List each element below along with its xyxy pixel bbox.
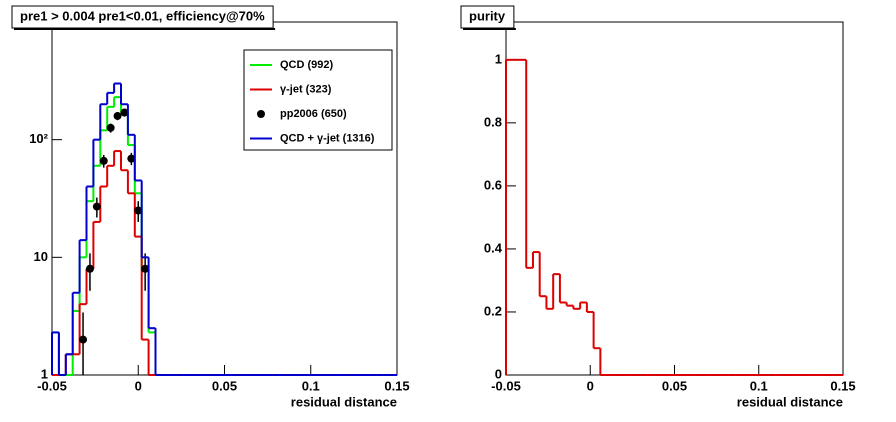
histogram-outline (505, 59, 602, 375)
x-axis-label: residual distance (291, 394, 397, 409)
y-tick-label: 0.6 (484, 177, 502, 192)
chart-title: pre1 > 0.004 pre1<0.01, efficiency@70% (20, 8, 265, 23)
data-point (127, 154, 136, 163)
data-point (120, 108, 129, 117)
legend-label: pp2006 (650) (280, 108, 347, 120)
x-tick-label: 0.05 (212, 378, 237, 393)
x-tick-label: 0.1 (750, 378, 768, 393)
x-tick-label: 0.15 (384, 378, 409, 393)
data-point (99, 156, 108, 165)
y-tick-label: 1 (41, 366, 48, 381)
x-tick-label: 0.1 (302, 378, 320, 393)
y-tick-label: 1 (495, 51, 502, 66)
legend-label: QCD + γ-jet (1316) (280, 132, 375, 144)
plot-frame (505, 21, 844, 376)
x-tick-label: -0.05 (491, 378, 521, 393)
data-point (92, 202, 101, 211)
y-tick-label: 0.2 (484, 303, 502, 318)
data-point (113, 111, 122, 120)
y-tick-label: 10 (34, 249, 48, 264)
legend-label: γ-jet (323) (280, 83, 332, 95)
data-point (85, 264, 94, 273)
legend-marker (257, 110, 265, 118)
x-tick-label: 0 (135, 378, 142, 393)
y-tick-label: 0.4 (484, 240, 503, 255)
y-tick-label: 0.8 (484, 114, 502, 129)
data-point (79, 335, 88, 344)
legend: QCD (992) γ-jet (323) pp2006 (650) QCD + γ-… (243, 49, 393, 151)
x-tick-label: 0.05 (662, 378, 687, 393)
y-tick-label: 10² (29, 131, 48, 146)
x-tick-label: 0.15 (830, 378, 855, 393)
data-point (106, 123, 115, 132)
x-tick-label: 0 (587, 378, 594, 393)
x-axis-label: residual distance (737, 394, 843, 409)
data-point (141, 264, 150, 273)
x-tick-label: -0.05 (37, 378, 67, 393)
histogram-outline (51, 83, 157, 375)
data-point (134, 206, 143, 215)
legend-box (243, 49, 393, 151)
histogram-outline (64, 151, 150, 375)
y-tick-label: 0 (495, 366, 502, 381)
legend-label: QCD (992) (280, 59, 334, 71)
chart-title: purity (469, 8, 506, 23)
